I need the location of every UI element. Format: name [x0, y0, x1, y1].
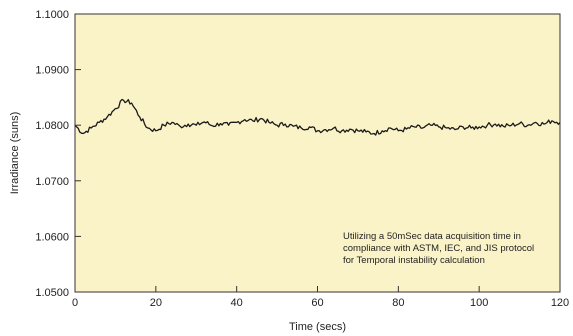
- x-axis-title: Time (secs): [289, 321, 346, 333]
- annotation-line-1: Utilizing a 50mSec data acquisition time…: [343, 231, 521, 242]
- annotation-line-2: compliance with ASTM, IEC, and JIS proto…: [343, 243, 534, 254]
- x-axis: 0 20 40 60 80 100 120: [72, 286, 569, 309]
- y-axis: 1.0500 1.0600 1.0700 1.0800 1.0900 1.1000: [35, 9, 81, 299]
- y-tick-label: 1.0600: [35, 231, 69, 243]
- x-tick-label: 80: [392, 297, 404, 309]
- x-tick-label: 40: [231, 297, 243, 309]
- annotation-box: Utilizing a 50mSec data acquisition time…: [343, 231, 534, 266]
- x-tick-label: 20: [150, 297, 162, 309]
- y-tick-label: 1.0700: [35, 176, 69, 188]
- x-tick-label: 100: [470, 297, 488, 309]
- y-axis-title: Irradiance (suns): [9, 112, 21, 195]
- plot-area: [75, 14, 560, 292]
- y-tick-label: 1.0500: [35, 287, 69, 299]
- y-tick-label: 1.1000: [35, 9, 69, 21]
- y-tick-label: 1.0900: [35, 65, 69, 77]
- x-tick-label: 120: [551, 297, 569, 309]
- annotation-line-3: for Temporal instability calculation: [343, 255, 485, 266]
- y-tick-label: 1.0800: [35, 120, 69, 132]
- x-tick-label: 0: [72, 297, 78, 309]
- x-tick-label: 60: [311, 297, 323, 309]
- plot-frame: [74, 13, 561, 293]
- irradiance-line: [74, 98, 561, 136]
